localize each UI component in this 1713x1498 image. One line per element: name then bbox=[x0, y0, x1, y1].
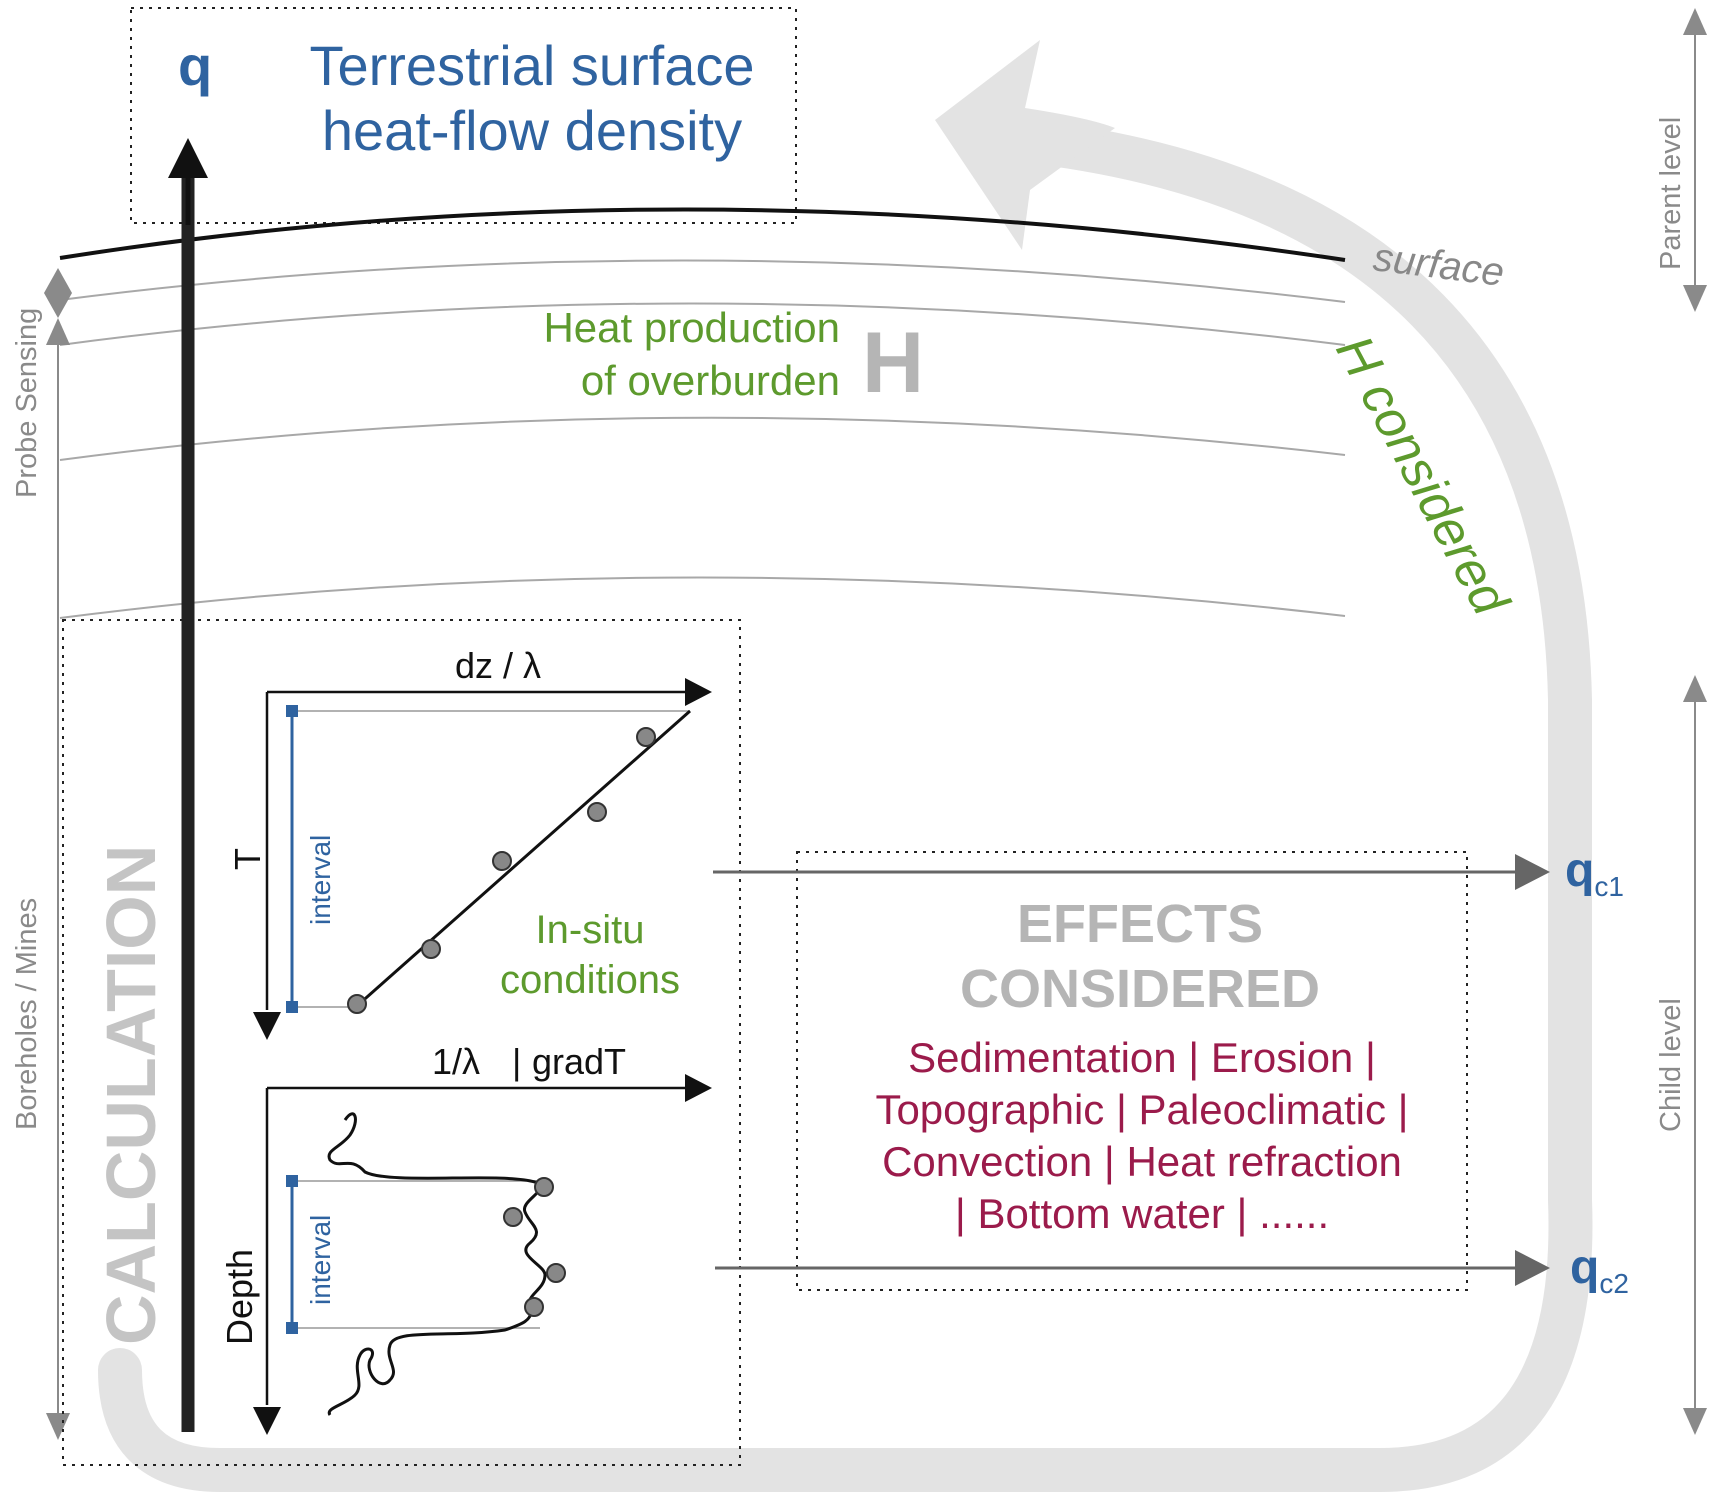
probe-sensing-diamond bbox=[44, 268, 72, 318]
lower-data-point bbox=[503, 1207, 523, 1227]
lower-plot-x-label-sep: | bbox=[512, 1041, 521, 1082]
lower-data-point bbox=[546, 1263, 566, 1283]
heat-production-symbol: H bbox=[862, 315, 924, 411]
top-title-line2: heat-flow density bbox=[322, 99, 742, 162]
parent-level-arrow-up bbox=[1683, 8, 1707, 35]
layer-line-4 bbox=[59, 576, 1346, 619]
lower-plot-x-label-right: gradT bbox=[532, 1041, 626, 1082]
upper-interval-cap-top bbox=[286, 705, 298, 717]
lower-plot-y-arrow bbox=[253, 1407, 281, 1435]
effects-list-line3: Convection | Heat refraction bbox=[882, 1138, 1402, 1185]
qc2-subscript: c2 bbox=[1599, 1268, 1629, 1299]
upper-plot-y-arrow bbox=[253, 1012, 281, 1040]
loop-arrow-band bbox=[98, 118, 1593, 1492]
effects-dotted-box bbox=[796, 851, 1468, 1291]
qc1-base: q bbox=[1565, 844, 1594, 897]
effects-list-line1: Sedimentation | Erosion | bbox=[908, 1034, 1376, 1081]
insitu-line2: conditions bbox=[500, 958, 680, 1002]
calculation-label: CALCULATION bbox=[92, 845, 170, 1345]
upper-data-point bbox=[421, 939, 441, 959]
upper-plot-x-label: dz / λ bbox=[455, 645, 541, 686]
upper-plot-y-label: T bbox=[227, 848, 268, 870]
lower-data-point bbox=[524, 1297, 544, 1317]
heat-production-line1: Heat production bbox=[543, 304, 840, 351]
calculation-dotted-box bbox=[62, 619, 741, 1466]
effects-list-line4: | Bottom water | ...... bbox=[955, 1190, 1329, 1237]
effects-title-line1: EFFECTS bbox=[1017, 894, 1263, 954]
child-level-label: Child level bbox=[1655, 998, 1687, 1132]
layer-line-3 bbox=[59, 416, 1346, 461]
lower-interval-cap-bottom bbox=[286, 1322, 298, 1334]
upper-interval-cap-bottom bbox=[286, 1001, 298, 1013]
upper-data-point bbox=[492, 851, 512, 871]
loop-arrow-head bbox=[935, 40, 1115, 250]
upper-data-point bbox=[587, 802, 607, 822]
top-title-line1: Terrestrial surface bbox=[309, 34, 754, 97]
upper-interval-label: interval bbox=[305, 835, 336, 925]
parent-level-arrow-down bbox=[1683, 285, 1707, 312]
qc1-subscript: c1 bbox=[1594, 871, 1624, 902]
heat-flow-arrowhead bbox=[168, 138, 208, 178]
boreholes-arrow-up bbox=[46, 318, 70, 345]
lower-data-point bbox=[534, 1177, 554, 1197]
qc1-label: qc1 bbox=[1565, 844, 1624, 902]
qc2-base: q bbox=[1570, 1241, 1599, 1294]
child-level-arrow-up bbox=[1683, 675, 1707, 702]
boreholes-mines-label: Boreholes / Mines bbox=[11, 898, 43, 1130]
lower-plot-x-label-left: 1/λ bbox=[432, 1041, 480, 1082]
lower-plot-x-arrow bbox=[685, 1074, 712, 1102]
layer-line-1 bbox=[59, 259, 1346, 303]
upper-data-point bbox=[347, 994, 367, 1014]
probe-sensing-label: Probe Sensing bbox=[11, 308, 43, 498]
boreholes-arrow-down bbox=[46, 1413, 70, 1440]
upper-plot-x-arrow bbox=[685, 678, 712, 706]
effects-list-line2: Topographic | Paleoclimatic | bbox=[875, 1086, 1408, 1133]
qc1-arrowhead bbox=[1515, 854, 1550, 890]
parent-level-label: Parent level bbox=[1655, 117, 1687, 270]
upper-regression-line bbox=[357, 709, 691, 1007]
lower-interval-label: interval bbox=[305, 1215, 336, 1305]
surface-heat-flow-symbol: q bbox=[178, 34, 212, 97]
lower-profile-curve bbox=[327, 1112, 547, 1416]
surface-line bbox=[59, 207, 1346, 262]
heat-production-line2: of overburden bbox=[581, 357, 840, 404]
upper-data-point bbox=[636, 727, 656, 747]
child-level-arrow-down bbox=[1683, 1408, 1707, 1435]
lower-interval-cap-top bbox=[286, 1175, 298, 1187]
layer-line-2 bbox=[59, 302, 1346, 346]
lower-plot-y-label: Depth bbox=[219, 1249, 260, 1345]
qc2-label: qc2 bbox=[1570, 1241, 1629, 1299]
insitu-line1: In-situ bbox=[536, 908, 645, 952]
qc2-arrowhead bbox=[1515, 1250, 1550, 1286]
effects-title-line2: CONSIDERED bbox=[960, 959, 1320, 1019]
